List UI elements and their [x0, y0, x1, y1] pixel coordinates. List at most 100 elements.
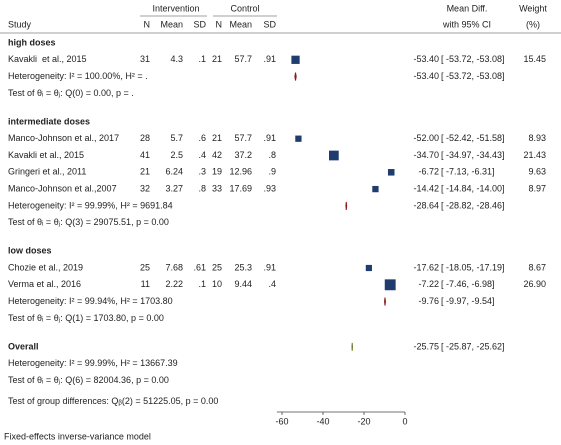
table-cell: .93 — [263, 183, 276, 193]
group-test: Test of θᵢ = θⱼ: Q(1) = 1703.80, p = 0.0… — [8, 313, 164, 323]
effect-label: -9.76 — [418, 296, 439, 306]
study-square — [291, 55, 300, 64]
weight-label: 8.97 — [528, 183, 546, 193]
study-name: Verma et al., 2016 — [8, 279, 81, 289]
table-cell: .91 — [263, 54, 276, 64]
weight-label: 15.45 — [523, 54, 546, 64]
table-cell: .1 — [198, 54, 206, 64]
effect-label: -6.72 — [418, 167, 439, 177]
col-header: Mean — [160, 19, 183, 29]
effect-label: -17.62 — [413, 262, 439, 272]
table-cell: .4 — [268, 279, 276, 289]
weight-unit: (%) — [526, 19, 540, 29]
table-cell: 25.3 — [234, 262, 252, 272]
x-tick-label: -60 — [275, 416, 288, 426]
ci-label: [ -7.13, -6.31] — [441, 167, 495, 177]
study-name: Manco-Johnson et al., 2017 — [8, 133, 119, 143]
weight-label: 8.93 — [528, 133, 546, 143]
summary-diamond — [351, 342, 353, 351]
table-cell: .1 — [198, 279, 206, 289]
col-header: Mean — [229, 19, 252, 29]
study-name: Kavakli et al., 2015 — [8, 54, 87, 64]
weight-label: 26.90 — [523, 279, 546, 289]
study-square — [384, 279, 396, 291]
ci-label: [ -9.97, -9.54] — [441, 296, 495, 306]
study-header: Study — [8, 19, 32, 29]
table-cell: 7.68 — [165, 262, 183, 272]
summary-diamond — [294, 72, 297, 81]
table-cell: 41 — [140, 150, 150, 160]
effect-header: Mean Diff. — [447, 3, 488, 13]
table-cell: 17.69 — [229, 183, 252, 193]
table-cell: 31 — [140, 54, 150, 64]
heterogeneity: Heterogeneity: I² = 100.00%, H² = . — [8, 71, 148, 81]
footnote: Fixed-effects inverse-variance model — [4, 431, 151, 441]
effect-label: -53.40 — [413, 71, 439, 81]
group-test: Test of θᵢ = θⱼ: Q(3) = 29075.51, p = 0.… — [8, 217, 169, 227]
table-cell: 6.24 — [165, 167, 183, 177]
table-cell: .91 — [263, 262, 276, 272]
x-tick-label: -20 — [357, 416, 370, 426]
group-name: high doses — [8, 37, 56, 47]
study-square — [329, 150, 339, 161]
weight-label: 21.43 — [523, 150, 546, 160]
table-cell: 11 — [141, 279, 150, 289]
table-cell: 2.5 — [170, 150, 183, 160]
effect-label: -14.42 — [413, 183, 439, 193]
col-header: SD — [263, 19, 276, 29]
table-cell: 4.3 — [170, 54, 183, 64]
heterogeneity: Heterogeneity: I² = 99.94%, H² = 1703.80 — [8, 296, 173, 306]
ci-label: [ -52.42, -51.58] — [441, 133, 505, 143]
ci-label: [ -53.72, -53.08] — [441, 71, 505, 81]
effect-label: -7.22 — [418, 279, 439, 289]
table-cell: 19 — [212, 167, 222, 177]
effect-label: -53.40 — [413, 54, 439, 64]
table-cell: .8 — [268, 150, 276, 160]
table-cell: 21 — [212, 54, 222, 64]
overall-name: Overall — [8, 341, 39, 351]
col-header: N — [144, 19, 151, 29]
table-cell: .8 — [198, 183, 206, 193]
summary-diamond — [384, 297, 386, 306]
group-test: Test of θᵢ = θⱼ: Q(0) = 0.00, p = . — [8, 88, 134, 98]
ci-label: [ -14.84, -14.00] — [441, 183, 505, 193]
table-cell: 5.7 — [170, 133, 183, 143]
ci-label: [ -28.82, -28.46] — [441, 200, 505, 210]
table-cell: 25 — [212, 262, 222, 272]
x-tick-label: 0 — [402, 416, 407, 426]
overall-test: Test of θᵢ = θⱼ: Q(6) = 82004.36, p = 0.… — [8, 375, 169, 385]
heterogeneity: Heterogeneity: I² = 99.99%, H² = 9691.84 — [8, 200, 173, 210]
group-differences-test: Test of group differences: Qᵦ(2) = 51225… — [8, 396, 218, 406]
study-square — [295, 135, 302, 142]
effect-label: -34.70 — [413, 150, 439, 160]
study-square — [365, 264, 372, 272]
ci-label: [ -25.87, -25.62] — [441, 341, 505, 351]
ci-label: [ -18.05, -17.19] — [441, 262, 505, 272]
table-cell: 2.22 — [165, 279, 183, 289]
col-header: SD — [193, 19, 206, 29]
weight-header: Weight — [519, 3, 547, 13]
col-header: N — [216, 19, 223, 29]
table-cell: 37.2 — [234, 150, 252, 160]
group2-header: Control — [230, 3, 259, 13]
ci-label: [ -7.46, -6.98] — [441, 279, 495, 289]
heterogeneity: Heterogeneity: I² = 99.99%, H² = 13667.3… — [8, 358, 178, 368]
table-cell: 25 — [140, 262, 150, 272]
table-cell: 9.44 — [234, 279, 252, 289]
table-cell: 33 — [212, 183, 222, 193]
table-cell: 21 — [212, 133, 222, 143]
x-tick-label: -40 — [316, 416, 329, 426]
group-name: low doses — [8, 246, 52, 256]
study-name: Manco-Johnson et al.,2007 — [8, 183, 117, 193]
group1-header: Intervention — [152, 3, 199, 13]
ci-label: [ -34.97, -34.43] — [441, 150, 505, 160]
study-name: Gringeri et al., 2011 — [8, 167, 86, 177]
table-cell: 21 — [140, 167, 150, 177]
table-cell: 3.27 — [165, 183, 183, 193]
group-name: intermediate doses — [8, 116, 90, 126]
table-cell: 57.7 — [234, 133, 252, 143]
table-cell: 28 — [140, 133, 150, 143]
table-cell: .6 — [198, 133, 206, 143]
